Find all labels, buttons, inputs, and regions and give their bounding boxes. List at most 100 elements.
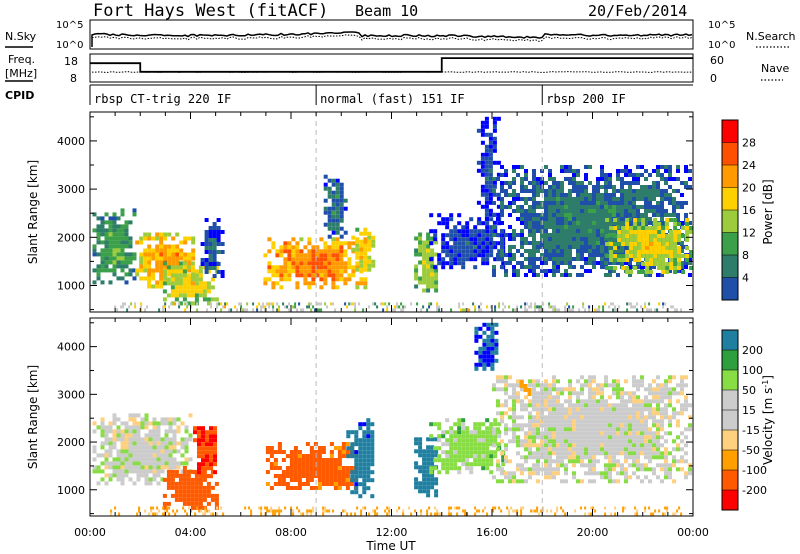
data-cell [604,415,608,420]
data-cell [584,237,588,241]
data-cell [132,208,137,213]
data-cell [560,391,564,396]
data-cell [572,233,576,237]
data-cell [688,403,692,408]
ground-scatter-cell [554,305,557,309]
data-cell [489,442,494,447]
data-cell [616,463,620,468]
data-cell [625,234,630,238]
data-cell [625,258,630,262]
data-cell [572,411,576,416]
ground-scatter-cell [388,509,391,513]
data-cell [520,165,524,169]
data-cell [104,457,109,462]
data-cell [120,453,125,458]
data-cell [600,177,604,181]
data-cell [588,181,592,185]
data-cell [520,443,524,448]
data-cell [202,297,207,302]
data-cell [681,254,686,258]
data-cell [430,457,435,462]
data-cell [285,470,290,474]
data-cell [159,232,164,237]
data-cell [684,185,688,189]
data-cell [540,181,544,185]
data-cell [478,350,483,355]
data-cell [170,269,175,274]
data-cell [652,455,656,460]
data-cell [366,466,371,471]
data-cell [600,201,604,205]
data-cell [140,465,145,470]
data-cell [429,213,434,218]
nsearch-tick-high: 10^5 [708,20,735,31]
data-cell [216,250,221,254]
data-cell [176,449,181,454]
data-cell [180,461,185,466]
data-cell [664,475,668,480]
power-colorbar-tick: 8 [742,249,749,262]
data-cell [281,470,286,474]
data-cell [449,450,454,455]
data-cell [604,189,608,193]
data-cell [275,265,280,270]
data-cell [156,481,161,486]
data-cell [652,451,656,456]
data-cell [108,429,113,434]
data-cell [327,214,332,219]
data-cell [528,423,532,428]
data-cell [540,225,544,229]
data-cell [339,190,344,195]
data-cell [624,213,628,217]
data-cell [182,465,187,470]
data-cell [488,152,493,157]
data-cell [632,391,636,396]
ground-scatter-cell [674,308,677,312]
data-cell [500,253,504,257]
ground-scatter-cell [162,308,165,312]
ground-scatter-cell [404,305,407,309]
data-cell [200,242,205,246]
ground-scatter-cell [612,308,615,312]
data-cell [652,439,656,444]
data-cell [552,185,556,189]
data-cell [445,454,450,459]
data-cell [293,446,298,450]
data-cell [156,461,161,466]
data-cell [632,419,636,424]
data-cell [327,218,332,223]
data-cell [370,438,375,443]
data-cell [176,425,181,430]
data-cell [648,173,652,177]
data-cell [132,441,137,446]
data-cell [660,273,664,277]
data-cell [665,226,670,230]
ground-scatter-cell [626,302,629,306]
data-cell [548,257,552,261]
data-cell [104,248,109,253]
data-cell [120,276,125,281]
data-cell [596,415,600,420]
power-colorbar-tick: 4 [742,272,749,285]
data-cell [528,213,532,217]
data-cell [362,458,367,463]
data-cell [184,445,189,450]
data-cell [445,438,450,443]
data-cell [370,478,375,483]
data-cell [201,438,205,443]
data-cell [680,407,684,412]
data-cell [104,220,109,225]
data-cell [358,474,363,479]
data-cell [124,457,129,462]
data-cell [560,221,564,225]
data-cell [480,156,485,161]
data-cell [636,451,640,456]
data-cell [327,249,332,254]
data-cell [159,268,164,273]
data-cell [167,252,172,257]
data-cell [358,494,363,499]
data-cell [568,411,572,416]
data-cell [307,281,312,286]
data-cell [426,477,431,482]
ground-scatter-cell [276,509,279,513]
